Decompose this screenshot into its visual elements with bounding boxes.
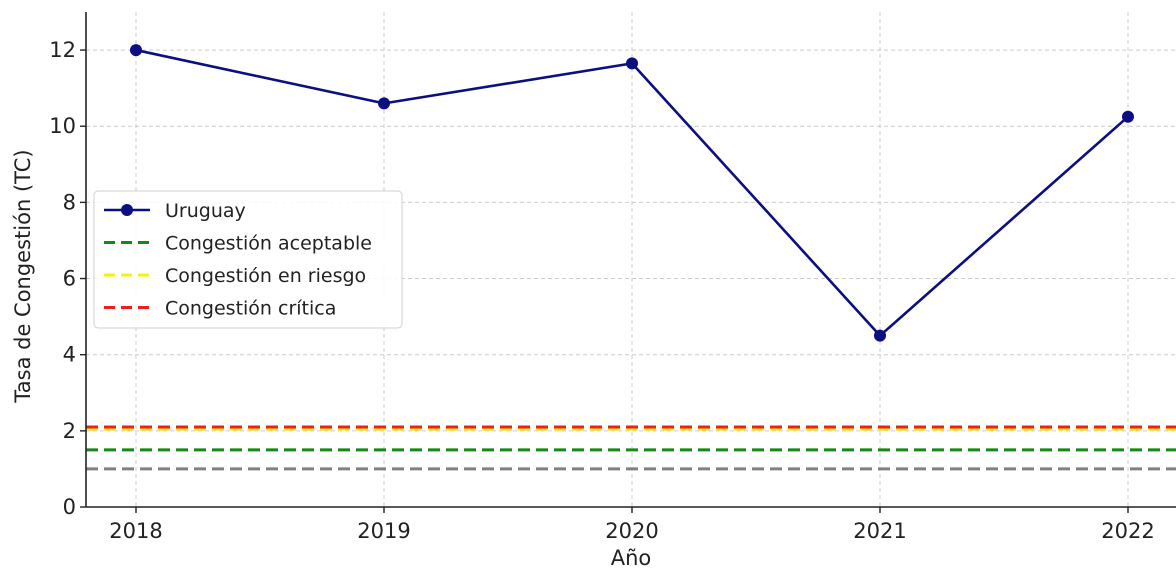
y-tick-label: 6 (63, 267, 76, 291)
tick-labels: 2018 2019 2020 2021 2022 0 2 4 6 8 10 12 (49, 38, 1154, 543)
y-tick-label: 12 (49, 38, 76, 62)
y-tick-label: 4 (63, 343, 76, 367)
legend-marker (121, 204, 133, 216)
x-tick-label: 2022 (1101, 519, 1154, 543)
legend: Uruguay Congestión aceptable Congestión en… (93, 190, 403, 329)
reference-lines (86, 425, 1176, 471)
legend-label: Uruguay (165, 200, 246, 222)
series-layer (130, 44, 1134, 342)
legend-box (93, 190, 403, 329)
x-axis-title: Año (611, 546, 652, 569)
data-point (626, 57, 638, 70)
axes (80, 12, 1176, 513)
x-tick-label: 2018 (109, 519, 162, 543)
legend-label: Congestión en riesgo (165, 265, 366, 287)
data-point (378, 97, 390, 110)
data-point (874, 329, 886, 342)
y-tick-label: 0 (63, 495, 76, 519)
y-tick-label: 8 (63, 190, 76, 214)
x-tick-label: 2019 (357, 519, 410, 543)
x-tick-label: 2021 (853, 519, 906, 543)
x-tick-label: 2020 (605, 519, 658, 543)
y-tick-label: 2 (63, 419, 76, 443)
legend-label: Congestión crítica (165, 298, 336, 320)
y-axis-title: Tasa de Congestión (TC) (11, 149, 35, 403)
data-point (130, 44, 142, 57)
data-point (1122, 110, 1134, 123)
legend-label: Congestión aceptable (165, 233, 372, 255)
y-tick-label: 10 (49, 114, 76, 138)
